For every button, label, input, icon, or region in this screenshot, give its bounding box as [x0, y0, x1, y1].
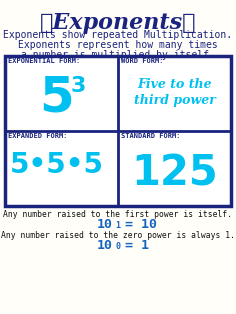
Text: third power: third power: [134, 94, 215, 107]
Text: 5•5•5: 5•5•5: [10, 151, 104, 179]
Text: EXPONENTIAL FORM:: EXPONENTIAL FORM:: [8, 58, 80, 64]
Text: Any number raised to the zero power is always 1.: Any number raised to the zero power is a…: [1, 231, 235, 240]
Text: a number is multiplied by itself.: a number is multiplied by itself.: [21, 50, 215, 60]
Text: = 10: = 10: [117, 218, 157, 231]
Text: ★Exponents★: ★Exponents★: [40, 12, 196, 34]
Text: 10: 10: [97, 239, 113, 252]
Text: Any number raised to the first power is itself.: Any number raised to the first power is …: [4, 210, 232, 219]
Text: 10: 10: [97, 218, 113, 231]
Text: WORD FORM:: WORD FORM:: [121, 58, 164, 64]
Text: EXPANDED FORM:: EXPANDED FORM:: [8, 133, 67, 139]
FancyBboxPatch shape: [5, 56, 231, 206]
Text: 0: 0: [115, 242, 120, 251]
Text: Exponents show repeated Multiplication.: Exponents show repeated Multiplication.: [4, 30, 232, 40]
Text: 1: 1: [115, 221, 120, 230]
Text: Exponents represent how many times: Exponents represent how many times: [18, 40, 218, 50]
Text: = 1: = 1: [117, 239, 149, 252]
Text: STANDARD FORM:: STANDARD FORM:: [121, 133, 181, 139]
Text: 5: 5: [39, 74, 74, 122]
Text: 3: 3: [71, 76, 86, 96]
Text: 125: 125: [131, 153, 218, 195]
Text: Five to the: Five to the: [137, 78, 212, 91]
